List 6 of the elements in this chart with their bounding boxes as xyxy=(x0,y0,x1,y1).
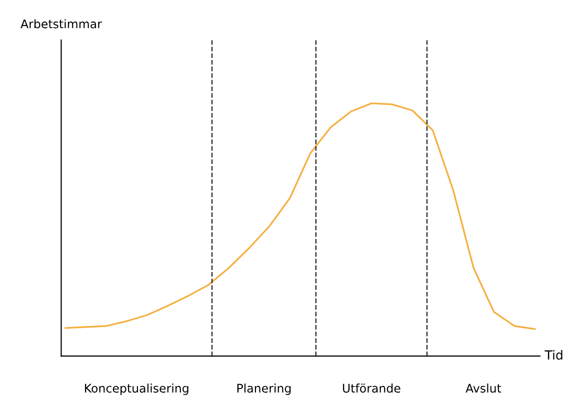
text: Konceptualisering xyxy=(85,384,188,395)
text: Arbetstimmar xyxy=(20,19,102,28)
x-axis-title: Tid xyxy=(544,350,562,360)
text: Utförande xyxy=(342,384,400,393)
text: Avslut xyxy=(466,384,502,393)
text: Planering xyxy=(237,384,291,395)
